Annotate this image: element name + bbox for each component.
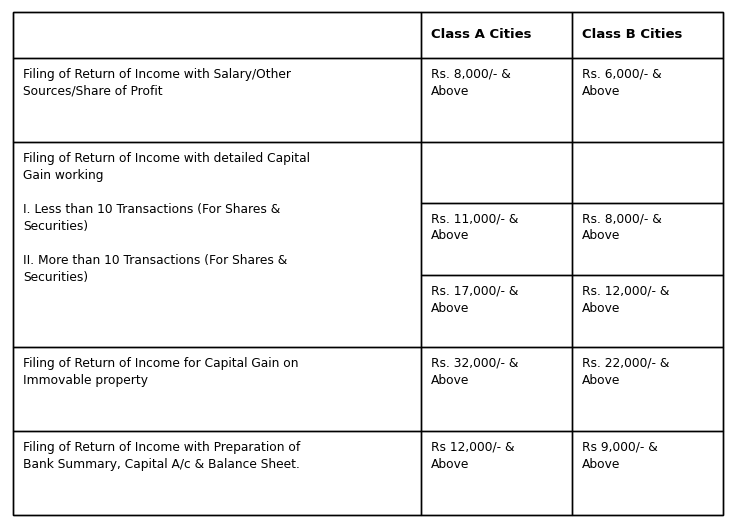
Bar xyxy=(421,58,572,142)
Text: Filing of Return of Income with detailed Capital
Gain working

I. Less than 10 T: Filing of Return of Income with detailed… xyxy=(23,152,310,284)
Bar xyxy=(13,432,421,515)
Text: Rs. 32,000/- &
Above: Rs. 32,000/- & Above xyxy=(431,357,518,387)
Bar xyxy=(421,203,572,275)
Bar xyxy=(421,142,572,203)
Bar xyxy=(421,12,572,58)
Bar xyxy=(13,58,421,142)
Bar xyxy=(421,275,572,347)
Text: Rs 9,000/- &
Above: Rs 9,000/- & Above xyxy=(581,441,657,471)
Text: Class A Cities: Class A Cities xyxy=(431,28,531,41)
Text: Class B Cities: Class B Cities xyxy=(581,28,682,41)
Text: Filing of Return of Income for Capital Gain on
Immovable property: Filing of Return of Income for Capital G… xyxy=(23,357,298,387)
Bar xyxy=(13,142,421,347)
Bar xyxy=(572,347,723,432)
Bar xyxy=(421,432,572,515)
Text: Rs. 22,000/- &
Above: Rs. 22,000/- & Above xyxy=(581,357,669,387)
Text: Filing of Return of Income with Preparation of
Bank Summary, Capital A/c & Balan: Filing of Return of Income with Preparat… xyxy=(23,441,300,471)
Text: Rs. 12,000/- &
Above: Rs. 12,000/- & Above xyxy=(581,285,669,315)
Text: Rs. 11,000/- &
Above: Rs. 11,000/- & Above xyxy=(431,212,518,242)
Bar xyxy=(572,275,723,347)
Bar xyxy=(572,12,723,58)
Bar xyxy=(572,432,723,515)
Text: Rs. 6,000/- &
Above: Rs. 6,000/- & Above xyxy=(581,67,661,97)
Bar xyxy=(13,347,421,432)
Bar xyxy=(13,12,421,58)
Text: Rs 12,000/- &
Above: Rs 12,000/- & Above xyxy=(431,441,514,471)
Text: Rs. 8,000/- &
Above: Rs. 8,000/- & Above xyxy=(581,212,662,242)
Text: Rs. 17,000/- &
Above: Rs. 17,000/- & Above xyxy=(431,285,518,315)
Bar xyxy=(572,58,723,142)
Bar xyxy=(421,347,572,432)
Text: Rs. 8,000/- &
Above: Rs. 8,000/- & Above xyxy=(431,67,511,97)
Bar xyxy=(572,142,723,203)
Bar xyxy=(572,203,723,275)
Text: Filing of Return of Income with Salary/Other
Sources/Share of Profit: Filing of Return of Income with Salary/O… xyxy=(23,67,291,97)
